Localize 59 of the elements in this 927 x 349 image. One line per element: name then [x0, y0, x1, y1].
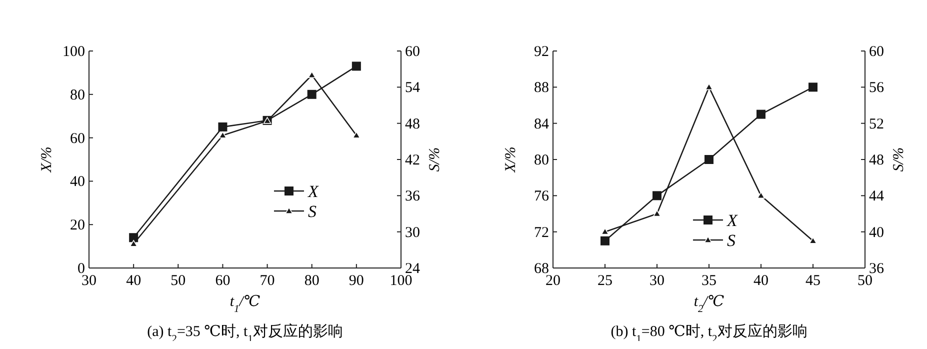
x-axis-title: t$_{2}$/℃: [694, 294, 724, 314]
y-tick-label: 100: [62, 44, 85, 60]
y2-tick-label: 40: [869, 224, 884, 241]
point: [756, 110, 766, 119]
y2-tick-label: 60: [405, 44, 420, 60]
point: [130, 240, 138, 247]
y2-tick-label: 54: [405, 80, 420, 96]
point: [352, 62, 361, 71]
y2-tick-label: 44: [869, 188, 884, 205]
x-tick-label: 100: [390, 273, 412, 289]
y-tick-label: 80: [70, 87, 85, 104]
point: [808, 82, 818, 92]
y-axis-title: X/%: [39, 146, 55, 174]
point: [652, 191, 662, 200]
x-tick-label: 80: [304, 273, 320, 289]
point: [704, 155, 714, 164]
y-tick-label: 84: [534, 116, 550, 132]
legend-label: S: [308, 202, 317, 221]
y2-tick-label: 56: [869, 80, 884, 96]
y2-tick-label: 48: [869, 152, 884, 168]
y-tick-label: 72: [534, 224, 549, 241]
x-tick-label: 50: [170, 273, 186, 289]
point: [307, 90, 316, 99]
x-tick-label: 45: [806, 273, 820, 289]
y2-tick-label: 60: [869, 44, 884, 60]
x-tick-label: 60: [215, 273, 230, 289]
y2-tick-label: 30: [405, 224, 420, 241]
y-tick-label: 20: [70, 218, 85, 234]
y-tick-label: 40: [70, 174, 85, 190]
y2-tick-label: 48: [405, 116, 420, 132]
point: [600, 236, 610, 246]
legend-label: X: [726, 211, 738, 230]
legend-label: X: [307, 182, 319, 201]
x-tick-label: 25: [598, 273, 612, 289]
x-tick-label: 30: [650, 273, 664, 289]
legend-label: S: [727, 231, 736, 250]
point: [757, 192, 765, 199]
y-tick-label: 60: [70, 130, 85, 147]
y2-tick-label: 36: [405, 188, 420, 205]
x-tick-label: 50: [858, 273, 872, 289]
point: [218, 122, 228, 132]
x-tick-label: 35: [702, 273, 716, 289]
x-tick-label: 20: [546, 273, 560, 289]
x-tick-label: 40: [126, 273, 142, 289]
y2-tick-label: 42: [405, 152, 420, 168]
y-tick-label: 76: [534, 188, 550, 205]
x-axis-title: t$_{1}$/℃: [230, 294, 260, 314]
y2-axis-title: S/%: [427, 147, 443, 172]
y-tick-label: 92: [534, 44, 549, 60]
x-tick-label: 40: [754, 273, 768, 289]
y-tick-label: 88: [534, 80, 549, 96]
x-tick-label: 90: [348, 273, 364, 289]
y2-tick-label: 52: [869, 116, 884, 132]
x-tick-label: 70: [260, 273, 275, 289]
y2-axis-title: S/%: [891, 147, 907, 172]
y-tick-label: 80: [534, 152, 549, 168]
y-axis-title: X/%: [503, 146, 519, 174]
point: [653, 210, 661, 217]
x-tick-label: 30: [82, 273, 96, 289]
